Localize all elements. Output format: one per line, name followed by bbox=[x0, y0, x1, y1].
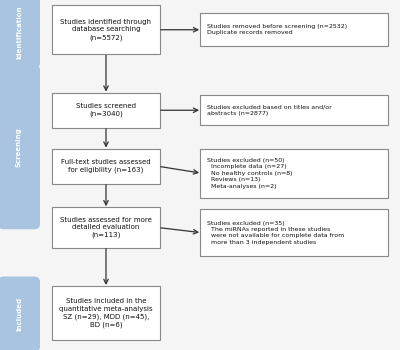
Text: Studies excluded (n=50)
  Incomplete data (n=27)
  No healthy controls (n=8)
  R: Studies excluded (n=50) Incomplete data … bbox=[207, 158, 292, 189]
FancyBboxPatch shape bbox=[52, 5, 160, 54]
Text: Included: Included bbox=[16, 297, 22, 331]
FancyBboxPatch shape bbox=[200, 209, 388, 256]
FancyBboxPatch shape bbox=[200, 95, 388, 125]
FancyBboxPatch shape bbox=[0, 65, 40, 229]
Text: Studies excluded based on titles and/or
abstracts (n=2877): Studies excluded based on titles and/or … bbox=[207, 105, 332, 116]
FancyBboxPatch shape bbox=[52, 149, 160, 184]
Text: Studies screened
(n=3040): Studies screened (n=3040) bbox=[76, 103, 136, 117]
FancyBboxPatch shape bbox=[200, 149, 388, 198]
Text: Full-text studies assessed
for eligibility (n=163): Full-text studies assessed for eligibili… bbox=[61, 159, 151, 173]
FancyBboxPatch shape bbox=[0, 276, 40, 350]
Text: Studies assessed for more
detailed evaluation
(n=113): Studies assessed for more detailed evalu… bbox=[60, 217, 152, 238]
Text: Studies identified through
database searching
(n=5572): Studies identified through database sear… bbox=[60, 19, 152, 41]
FancyBboxPatch shape bbox=[52, 207, 160, 248]
Text: Studies excluded (n=35)
  The miRNAs reported in these studies
  were not availa: Studies excluded (n=35) The miRNAs repor… bbox=[207, 220, 344, 245]
FancyBboxPatch shape bbox=[0, 0, 40, 68]
FancyBboxPatch shape bbox=[52, 93, 160, 128]
FancyBboxPatch shape bbox=[52, 286, 160, 340]
Text: Studies included in the
quantitative meta-analysis
SZ (n=29), MDD (n=45),
BD (n=: Studies included in the quantitative met… bbox=[59, 298, 153, 328]
Text: Screening: Screening bbox=[16, 127, 22, 167]
Text: Identification: Identification bbox=[16, 6, 22, 59]
Text: Studies removed before screening (n=2532)
Duplicate records removed: Studies removed before screening (n=2532… bbox=[207, 24, 347, 35]
FancyBboxPatch shape bbox=[200, 13, 388, 46]
